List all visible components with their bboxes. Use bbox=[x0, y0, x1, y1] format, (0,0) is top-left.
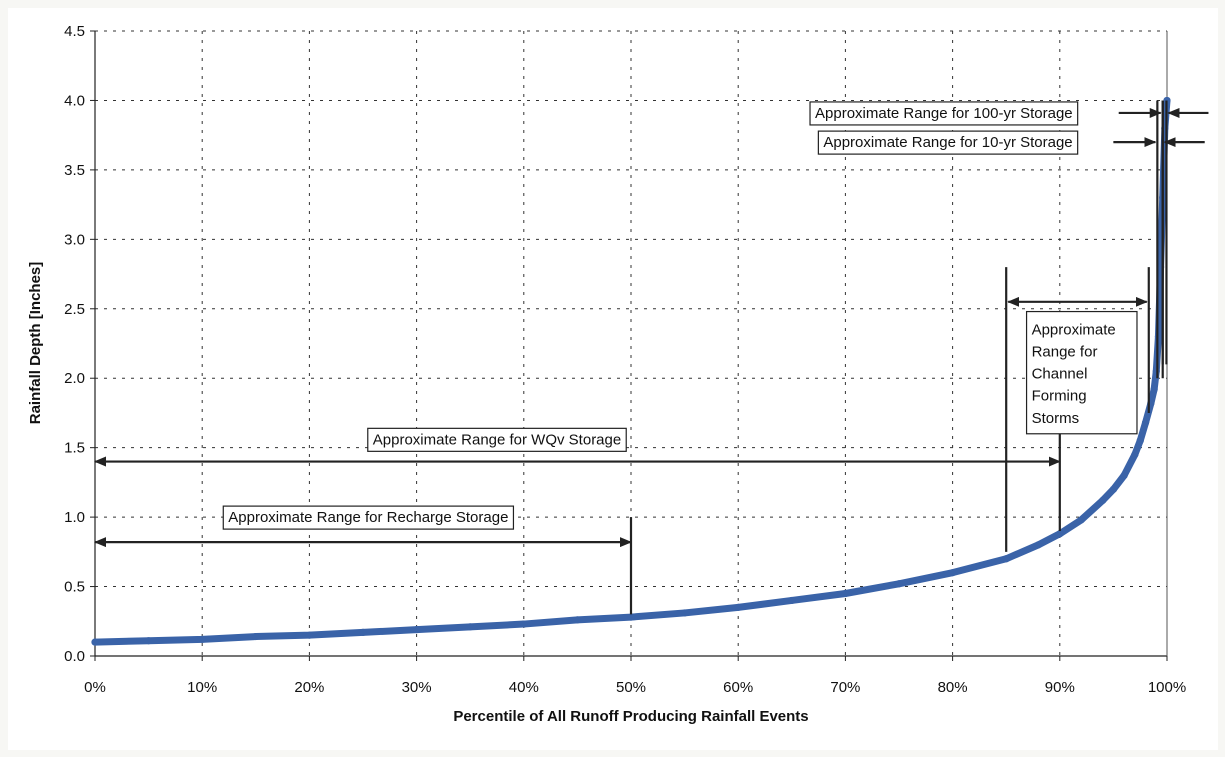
data-point bbox=[1141, 419, 1150, 427]
channel-forming-label-line: Channel bbox=[1032, 366, 1088, 383]
y-tick-label: 0.0 bbox=[64, 648, 85, 665]
x-tick-label: 70% bbox=[830, 679, 860, 696]
data-point bbox=[1099, 496, 1107, 505]
storage-label: Approximate Range for 10-yr Storage bbox=[817, 130, 1079, 155]
storage-label-text: Approximate Range for 100-yr Storage bbox=[815, 105, 1073, 122]
y-axis-title: Rainfall Depth [Inches] bbox=[27, 262, 44, 425]
y-tick-label: 0.5 bbox=[64, 579, 85, 596]
x-tick-label: 40% bbox=[509, 679, 539, 696]
channel-forming-label-line: Range for bbox=[1032, 344, 1098, 361]
gridlines bbox=[95, 30, 1168, 656]
data-point bbox=[520, 620, 528, 628]
channel-forming-label-box bbox=[1025, 310, 1138, 435]
data-point bbox=[305, 631, 313, 639]
x-tick-label: 20% bbox=[294, 679, 324, 696]
data-point bbox=[252, 632, 260, 641]
y-tick-label: 1.5 bbox=[64, 440, 85, 457]
x-axis-title: Percentile of All Runoff Producing Rainf… bbox=[453, 708, 808, 725]
x-tick-label: 90% bbox=[1045, 679, 1075, 696]
annotations: Approximate Range for Recharge Storage Ap… bbox=[94, 100, 1209, 615]
data-point bbox=[1034, 541, 1042, 549]
range-label: Approximate Range for WQv Storage bbox=[367, 427, 627, 452]
data-point bbox=[1002, 555, 1010, 563]
data-point bbox=[734, 603, 742, 611]
y-tick-label: 1.0 bbox=[64, 509, 85, 526]
data-point bbox=[895, 580, 903, 588]
channel-forming-label-line: Storms bbox=[1032, 410, 1080, 427]
channel-forming-label-line: Approximate bbox=[1032, 322, 1116, 339]
data-point bbox=[413, 626, 421, 634]
data-point bbox=[573, 616, 582, 624]
data-point bbox=[1131, 451, 1139, 459]
y-tick-label: 3.0 bbox=[64, 231, 85, 248]
channel-forming-label-line: Forming bbox=[1032, 388, 1087, 405]
data-point bbox=[91, 638, 99, 646]
x-tick-label: 80% bbox=[938, 679, 968, 696]
range-label-text: Approximate Range for WQv Storage bbox=[373, 431, 621, 448]
y-tick-label: 3.5 bbox=[64, 162, 85, 179]
range-label-text: Approximate Range for Recharge Storage bbox=[228, 509, 508, 526]
data-point bbox=[1120, 471, 1128, 480]
y-tick-label: 2.5 bbox=[64, 301, 85, 318]
storage-label-text: Approximate Range for 10-yr Storage bbox=[823, 134, 1072, 151]
data-point bbox=[681, 609, 689, 617]
storage-label: Approximate Range for 100-yr Storage bbox=[809, 101, 1079, 126]
y-tick-label: 2.0 bbox=[64, 370, 85, 387]
range-label-box bbox=[222, 505, 515, 530]
data-point bbox=[1150, 385, 1158, 393]
range-label: Approximate Range for Recharge Storage bbox=[222, 505, 515, 530]
data-point bbox=[145, 637, 153, 645]
data-point bbox=[359, 628, 367, 636]
storage-label-box bbox=[809, 101, 1079, 126]
x-tick-label: 60% bbox=[723, 679, 753, 696]
data-point bbox=[949, 569, 957, 577]
data-point bbox=[1077, 516, 1085, 524]
x-tick-label: 30% bbox=[402, 679, 432, 696]
data-point bbox=[627, 613, 635, 621]
y-tick-label: 4.0 bbox=[64, 92, 85, 109]
channel-forming-label: Approximate Range for Channel Forming Storms bbox=[1025, 310, 1138, 435]
x-tick-label: 50% bbox=[616, 679, 646, 696]
data-point bbox=[841, 589, 850, 598]
data-point bbox=[1056, 530, 1064, 538]
storage-label-box bbox=[817, 130, 1079, 155]
data-point bbox=[466, 623, 474, 631]
x-tick-label: 10% bbox=[187, 679, 217, 696]
data-point bbox=[1109, 485, 1117, 493]
data-point bbox=[1136, 437, 1144, 445]
data-point bbox=[788, 596, 796, 605]
x-tick-label: 100% bbox=[1148, 679, 1186, 696]
y-tick-label: 4.5 bbox=[64, 23, 85, 40]
range-label-box bbox=[367, 427, 627, 452]
x-tick-label: 0% bbox=[84, 679, 106, 696]
data-point bbox=[198, 635, 206, 643]
